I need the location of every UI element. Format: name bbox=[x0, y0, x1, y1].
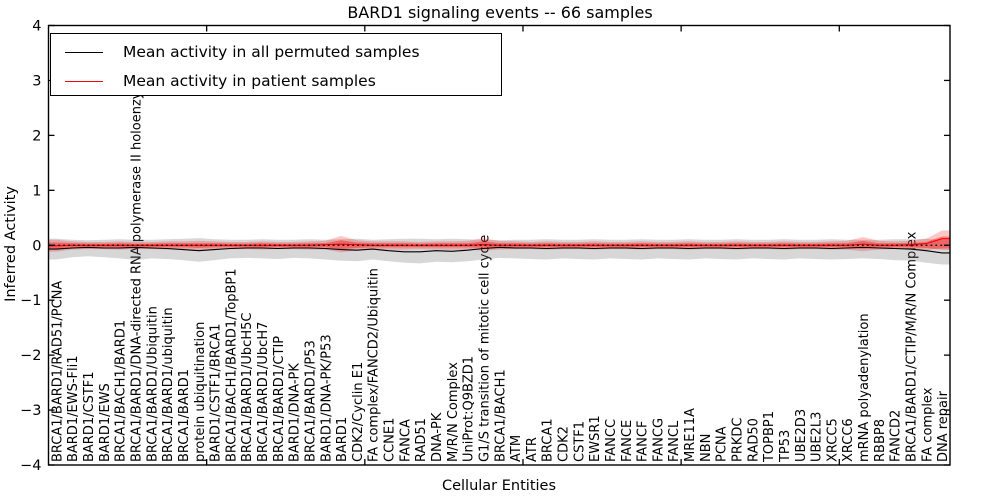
category-label: BRCA1/BARD1/UbcH5C bbox=[240, 313, 255, 462]
category-label: ATM bbox=[509, 435, 524, 462]
category-label: PCNA bbox=[715, 426, 730, 462]
category-label: BRCA1/BARD1/CTIP bbox=[272, 336, 287, 462]
permuted-line-sample bbox=[65, 51, 103, 53]
legend: Mean activity in all permuted samples Me… bbox=[50, 33, 502, 96]
category-label: CDK2/Cyclin E1 bbox=[351, 362, 366, 462]
y-tick-label: 0 bbox=[32, 238, 41, 254]
legend-label-permuted: Mean activity in all permuted samples bbox=[123, 43, 420, 61]
category-label: BARD1/EWS bbox=[98, 383, 113, 462]
x-axis-label: Cellular Entities bbox=[441, 478, 557, 494]
y-tick-label: −4 bbox=[20, 458, 41, 474]
legend-item-patient: Mean activity in patient samples bbox=[51, 67, 501, 95]
category-label: RAD50 bbox=[746, 418, 761, 462]
category-label: protein ubiquitination bbox=[193, 322, 208, 462]
category-label: FANCF bbox=[636, 421, 651, 462]
band-layer bbox=[48, 230, 950, 265]
line-layer bbox=[48, 238, 950, 254]
category-label: FANCC bbox=[604, 419, 619, 462]
patient-line-sample bbox=[65, 80, 103, 82]
category-label: TOPBP1 bbox=[762, 411, 777, 463]
category-label: BRCA1/BARD1/UbcH7 bbox=[256, 322, 271, 462]
patient-band-inner bbox=[48, 236, 950, 250]
y-tick-label: 4 bbox=[32, 19, 41, 35]
category-label: CSTF1 bbox=[572, 421, 587, 462]
category-label: BARD1/DNA-PK bbox=[288, 363, 303, 462]
permuted-mean-line bbox=[48, 246, 950, 254]
category-label: mRNA polyadenylation bbox=[857, 313, 872, 462]
category-label: FA complex/FANCD2/Ubiquitin bbox=[367, 268, 382, 462]
category-label: BARD1 bbox=[335, 417, 350, 462]
category-label: UBE2D3 bbox=[794, 409, 809, 462]
category-label: BARD1/DNA-PK/P53 bbox=[319, 334, 334, 462]
category-label: BRCA1/BARD1/ubiquitin bbox=[161, 307, 176, 462]
category-label: ATR bbox=[525, 437, 540, 462]
category-label: FANCE bbox=[620, 420, 635, 462]
category-label-layer: BRCA1/BARD1/RAD51/PCNA BARD1/EWS-Fli1 BARD… bbox=[50, 71, 951, 463]
y-tick-label: −3 bbox=[20, 403, 41, 419]
category-label: BRCA1/BARD1/P53 bbox=[303, 340, 318, 462]
category-label: XRCC5 bbox=[825, 418, 840, 462]
category-label: BRCA1/BARD1/RAD51/PCNA bbox=[50, 281, 65, 462]
legend-item-permuted: Mean activity in all permuted samples bbox=[51, 38, 501, 66]
legend-label-patient: Mean activity in patient samples bbox=[123, 72, 376, 90]
category-label: BARD1/EWS-Fli1 bbox=[66, 356, 81, 463]
y-tick-label: 2 bbox=[32, 128, 41, 144]
y-tick-label: 1 bbox=[32, 183, 41, 199]
category-label: TP53 bbox=[778, 430, 793, 463]
category-label: BRCA1/BACH1/BARD1 bbox=[114, 320, 129, 462]
category-label: UniProt:Q9BZD1 bbox=[462, 356, 477, 462]
category-label: BRCA1/BARD1/CTIP/M/R/N Complex bbox=[904, 231, 919, 462]
category-label: G1/S transition of mitotic cell cycle bbox=[477, 235, 492, 462]
category-label: BRCA1 bbox=[541, 418, 556, 462]
category-label: FANCG bbox=[651, 418, 666, 462]
permuted-std-band bbox=[48, 238, 950, 265]
category-label: PRKDC bbox=[730, 418, 745, 462]
category-label: MRE11A bbox=[683, 408, 698, 462]
category-label: CDK2 bbox=[557, 426, 572, 462]
category-label: XRCC6 bbox=[841, 418, 856, 462]
patient-band-outer bbox=[48, 230, 950, 253]
category-label: EWSR1 bbox=[588, 415, 603, 462]
y-tick-label: 3 bbox=[32, 73, 41, 89]
chart-title: BARD1 signaling events -- 66 samples bbox=[347, 3, 653, 22]
y-axis-label: Inferred Activity bbox=[3, 186, 19, 302]
category-label: FA complex bbox=[920, 387, 935, 462]
category-label: FANCD2 bbox=[889, 410, 904, 462]
category-label: RAD51 bbox=[414, 418, 429, 462]
category-label: BRCA1/BACH1/BARD1/TopBP1 bbox=[224, 269, 239, 462]
axis-layer: 4 3 2 1 0 −1 −2 −3 −4 bbox=[20, 19, 951, 474]
category-label: NBN bbox=[699, 434, 714, 462]
category-label: BARD1/CSTF1 bbox=[82, 371, 97, 462]
category-label: FANCA bbox=[398, 419, 413, 462]
category-label: BRCA1/BARD1 bbox=[177, 369, 192, 462]
category-label: BRCA1/BACH1 bbox=[493, 369, 508, 462]
category-label: BRCA1/BARD1/Ubiquitin bbox=[145, 306, 160, 462]
category-label: DNA repair bbox=[936, 390, 951, 462]
category-label: FANCL bbox=[667, 420, 682, 462]
category-label: M/R/N Complex bbox=[446, 362, 461, 462]
category-label: UBE2L3 bbox=[810, 412, 825, 462]
category-label: BRCA1/BARD1/DNA-directed RNA polymerase … bbox=[129, 71, 144, 462]
category-label: CCNE1 bbox=[383, 418, 398, 462]
category-label: DNA-PK bbox=[430, 412, 445, 462]
category-label: BARD1/CSTF1/BRCA1 bbox=[209, 324, 224, 462]
y-tick-label: −1 bbox=[20, 293, 41, 309]
y-tick-label: −2 bbox=[20, 348, 41, 364]
category-label: RBBP8 bbox=[873, 419, 888, 462]
